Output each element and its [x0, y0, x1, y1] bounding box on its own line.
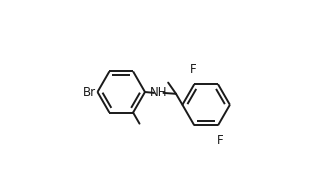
Text: F: F — [190, 63, 197, 76]
Text: NH: NH — [150, 86, 168, 99]
Text: Br: Br — [83, 86, 96, 98]
Text: F: F — [217, 134, 223, 147]
